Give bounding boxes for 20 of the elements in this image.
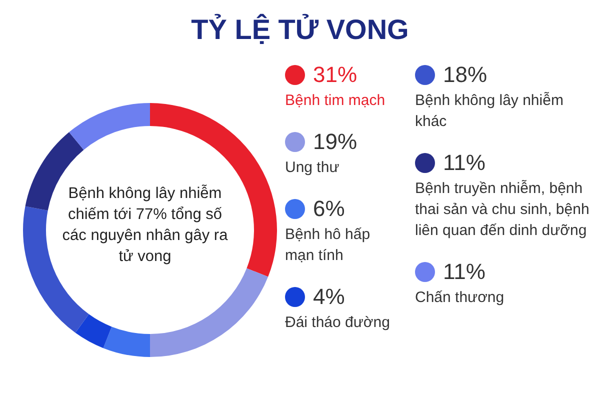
data-label: 31%	[313, 62, 358, 88]
data-label: 11%	[443, 259, 486, 285]
legend-label: Đái tháo đường	[285, 313, 391, 333]
data-label: 11%	[443, 150, 486, 176]
text: Bệnh không lây nhiễm chiếm tới 77% tổng số các nguyên nhân gây ra tử vong	[61, 184, 229, 267]
data-label: 6%	[313, 196, 345, 222]
legend-label: Bệnh hô hấp mạn tính	[285, 225, 372, 266]
legend-label: Bệnh tim mạch	[285, 91, 386, 111]
donut-slice	[150, 268, 268, 357]
legend-label: Chấn thương	[415, 288, 506, 308]
data-label: 19%	[313, 129, 358, 155]
legend-label: Bệnh không lây nhiễm khác	[415, 91, 564, 132]
donut-slice	[103, 326, 150, 357]
data-label: 18%	[443, 62, 488, 88]
data-label: 4%	[313, 284, 345, 310]
legend-label: Bệnh truyền nhiễm, bệnh thai sản và chu sinh, bệnh liên quan đến dinh dưỡng	[415, 179, 590, 241]
chart-title: TỶ LỆ TỬ VONG	[190, 14, 410, 46]
donut-slice	[75, 314, 112, 348]
donut-slice	[69, 103, 150, 150]
legend-label: Ung thư	[285, 158, 340, 178]
